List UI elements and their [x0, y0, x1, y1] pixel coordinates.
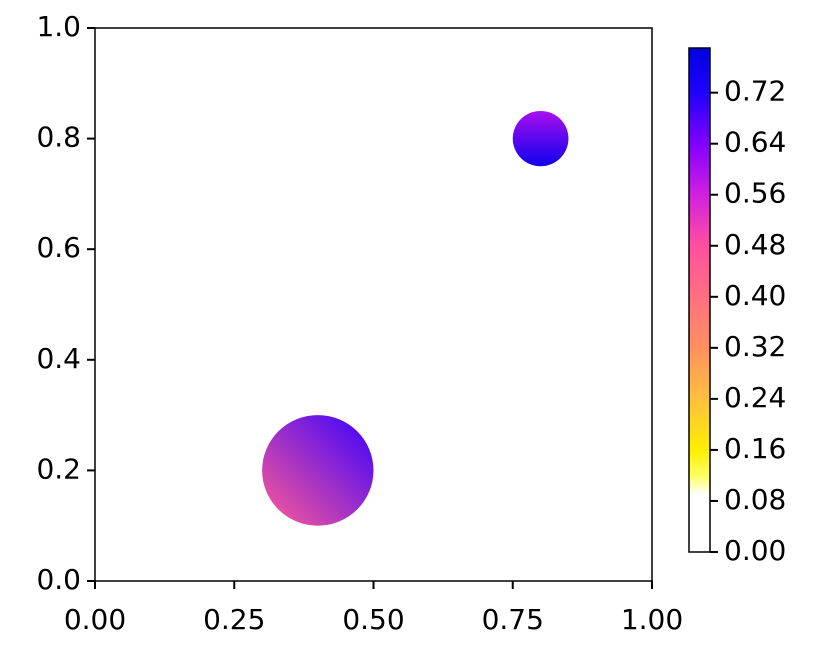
- colorbar-tick-label: 0.32: [724, 330, 786, 363]
- x-tick-label: 0.50: [342, 603, 404, 636]
- y-tick-label: 0.8: [36, 121, 81, 154]
- colorbar-tick-label: 0.48: [724, 228, 786, 261]
- x-tick-label: 0.25: [203, 603, 265, 636]
- colorbar-tick-label: 0.00: [724, 534, 786, 567]
- x-tick-label: 0.00: [64, 603, 126, 636]
- colorbar-tick-label: 0.08: [724, 483, 786, 516]
- colorbar-tick-label: 0.40: [724, 279, 786, 312]
- y-tick-label: 0.0: [36, 563, 81, 596]
- colorbar-tick-label: 0.24: [724, 381, 786, 414]
- colorbar-tick-label: 0.64: [724, 126, 786, 159]
- disk: [512, 110, 569, 167]
- colorbar: [688, 47, 711, 553]
- y-tick-label: 0.6: [36, 231, 81, 264]
- x-tick-label: 1.00: [621, 603, 683, 636]
- colorbar-tick-label: 0.16: [724, 432, 786, 465]
- disk: [262, 415, 374, 526]
- colorbar-tick-label: 0.72: [724, 75, 786, 108]
- y-tick-label: 1.0: [36, 10, 81, 43]
- axes-frame: [94, 27, 653, 582]
- y-tick-label: 0.2: [36, 452, 81, 485]
- y-tick-label: 0.4: [36, 342, 81, 375]
- colorbar-tick-label: 0.56: [724, 177, 786, 210]
- x-tick-label: 0.75: [482, 603, 544, 636]
